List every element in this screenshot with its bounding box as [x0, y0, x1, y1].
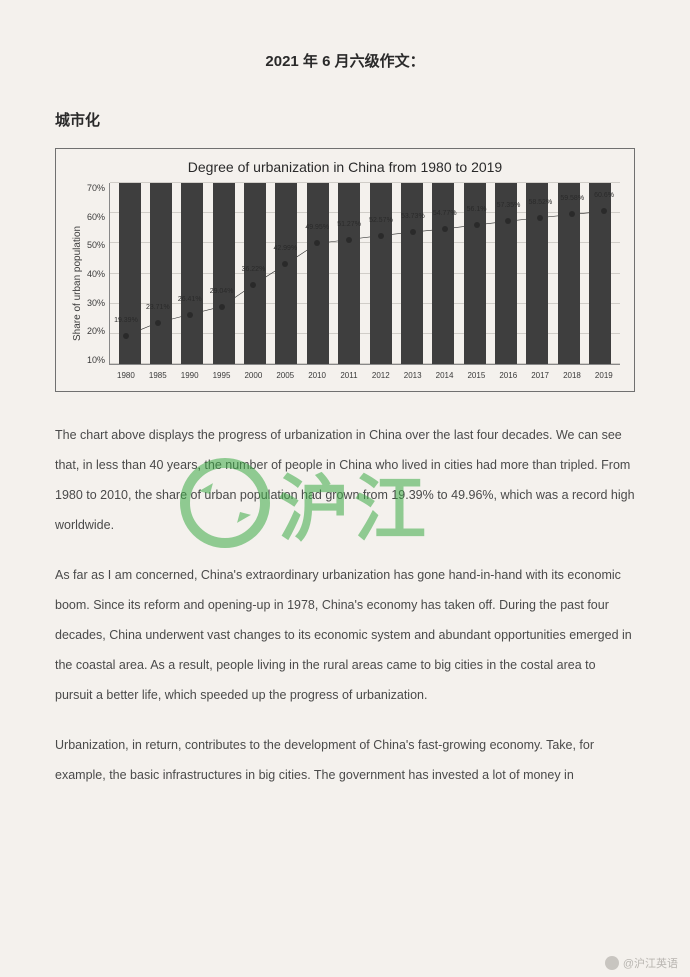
document-title: 2021 年 6 月六级作文： — [55, 50, 635, 71]
essay-body: The chart above displays the progress of… — [55, 420, 635, 790]
data-point-label: 56.1% — [467, 206, 487, 213]
bar — [181, 183, 203, 364]
essay-paragraph: As far as I am concerned, China's extrao… — [55, 560, 635, 710]
data-point-label: 42.99% — [273, 245, 297, 252]
bar — [401, 183, 423, 364]
xtick: 2012 — [370, 371, 392, 380]
xtick: 2014 — [434, 371, 456, 380]
data-point — [410, 229, 416, 235]
bar — [307, 183, 329, 364]
data-point — [442, 226, 448, 232]
data-point — [282, 261, 288, 267]
xtick: 2011 — [338, 371, 360, 380]
data-point-label: 60.6% — [594, 192, 614, 199]
bar — [150, 183, 172, 364]
xtick: 2019 — [593, 371, 615, 380]
data-point-label: 57.35% — [497, 202, 521, 209]
bar — [244, 183, 266, 364]
data-point — [250, 282, 256, 288]
bar — [275, 183, 297, 364]
chart-yticks: 70% 60% 50% 40% 30% 20% 10% — [85, 183, 109, 383]
bar — [495, 183, 517, 364]
data-point-label: 19.39% — [114, 317, 138, 324]
chart-ylabel: Share of urban population — [70, 183, 85, 383]
xtick: 2013 — [402, 371, 424, 380]
ytick: 10% — [87, 355, 105, 365]
chart-plot: 1980198519901995200020052010201120122013… — [109, 183, 620, 365]
data-point — [155, 320, 161, 326]
data-point-label: 29.04% — [210, 288, 234, 295]
data-point — [187, 312, 193, 318]
chart-xticks: 1980 1985 1990 1995 2000 2005 2010 2011 2012 2013… — [110, 371, 620, 380]
data-point — [378, 233, 384, 239]
xtick: 1985 — [147, 371, 169, 380]
data-point-label: 59.58% — [560, 195, 584, 202]
data-point-label: 51.27% — [337, 221, 361, 228]
data-point-label: 52.57% — [369, 217, 393, 224]
ytick: 30% — [87, 298, 105, 308]
bar — [213, 183, 235, 364]
xtick: 2016 — [497, 371, 519, 380]
data-point-label: 26.41% — [178, 296, 202, 303]
data-point — [505, 218, 511, 224]
footer-attribution: @沪江英语 — [605, 955, 678, 971]
data-point-label: 54.77% — [433, 210, 457, 217]
ytick: 20% — [87, 326, 105, 336]
data-point — [123, 333, 129, 339]
bar — [338, 183, 360, 364]
ytick: 70% — [87, 183, 105, 193]
data-point — [219, 304, 225, 310]
ytick: 50% — [87, 240, 105, 250]
bar — [370, 183, 392, 364]
ytick: 60% — [87, 212, 105, 222]
footer-text: @沪江英语 — [623, 955, 678, 971]
data-point-label: 53.73% — [401, 213, 425, 220]
xtick: 2015 — [465, 371, 487, 380]
data-point — [537, 215, 543, 221]
urbanization-chart: Degree of urbanization in China from 198… — [55, 148, 635, 392]
xtick: 1980 — [115, 371, 137, 380]
data-point-label: 23.71% — [146, 304, 170, 311]
data-point-label: 58.52% — [528, 199, 552, 206]
xtick: 2005 — [274, 371, 296, 380]
bar — [558, 183, 580, 364]
data-point — [346, 237, 352, 243]
data-point — [601, 208, 607, 214]
data-point-label: 49.95% — [305, 224, 329, 231]
data-point — [569, 211, 575, 217]
xtick: 2010 — [306, 371, 328, 380]
xtick: 2018 — [561, 371, 583, 380]
xtick: 1990 — [179, 371, 201, 380]
xtick: 2000 — [242, 371, 264, 380]
data-point — [474, 222, 480, 228]
xtick: 2017 — [529, 371, 551, 380]
ytick: 40% — [87, 269, 105, 279]
essay-paragraph: Urbanization, in return, contributes to … — [55, 730, 635, 790]
weibo-icon — [605, 956, 619, 970]
data-point-label: 36.22% — [242, 266, 266, 273]
bar — [119, 183, 141, 364]
essay-paragraph: The chart above displays the progress of… — [55, 420, 635, 540]
bar — [526, 183, 548, 364]
xtick: 1995 — [211, 371, 233, 380]
data-point — [314, 240, 320, 246]
section-title: 城市化 — [55, 109, 635, 130]
chart-title: Degree of urbanization in China from 198… — [70, 159, 620, 175]
